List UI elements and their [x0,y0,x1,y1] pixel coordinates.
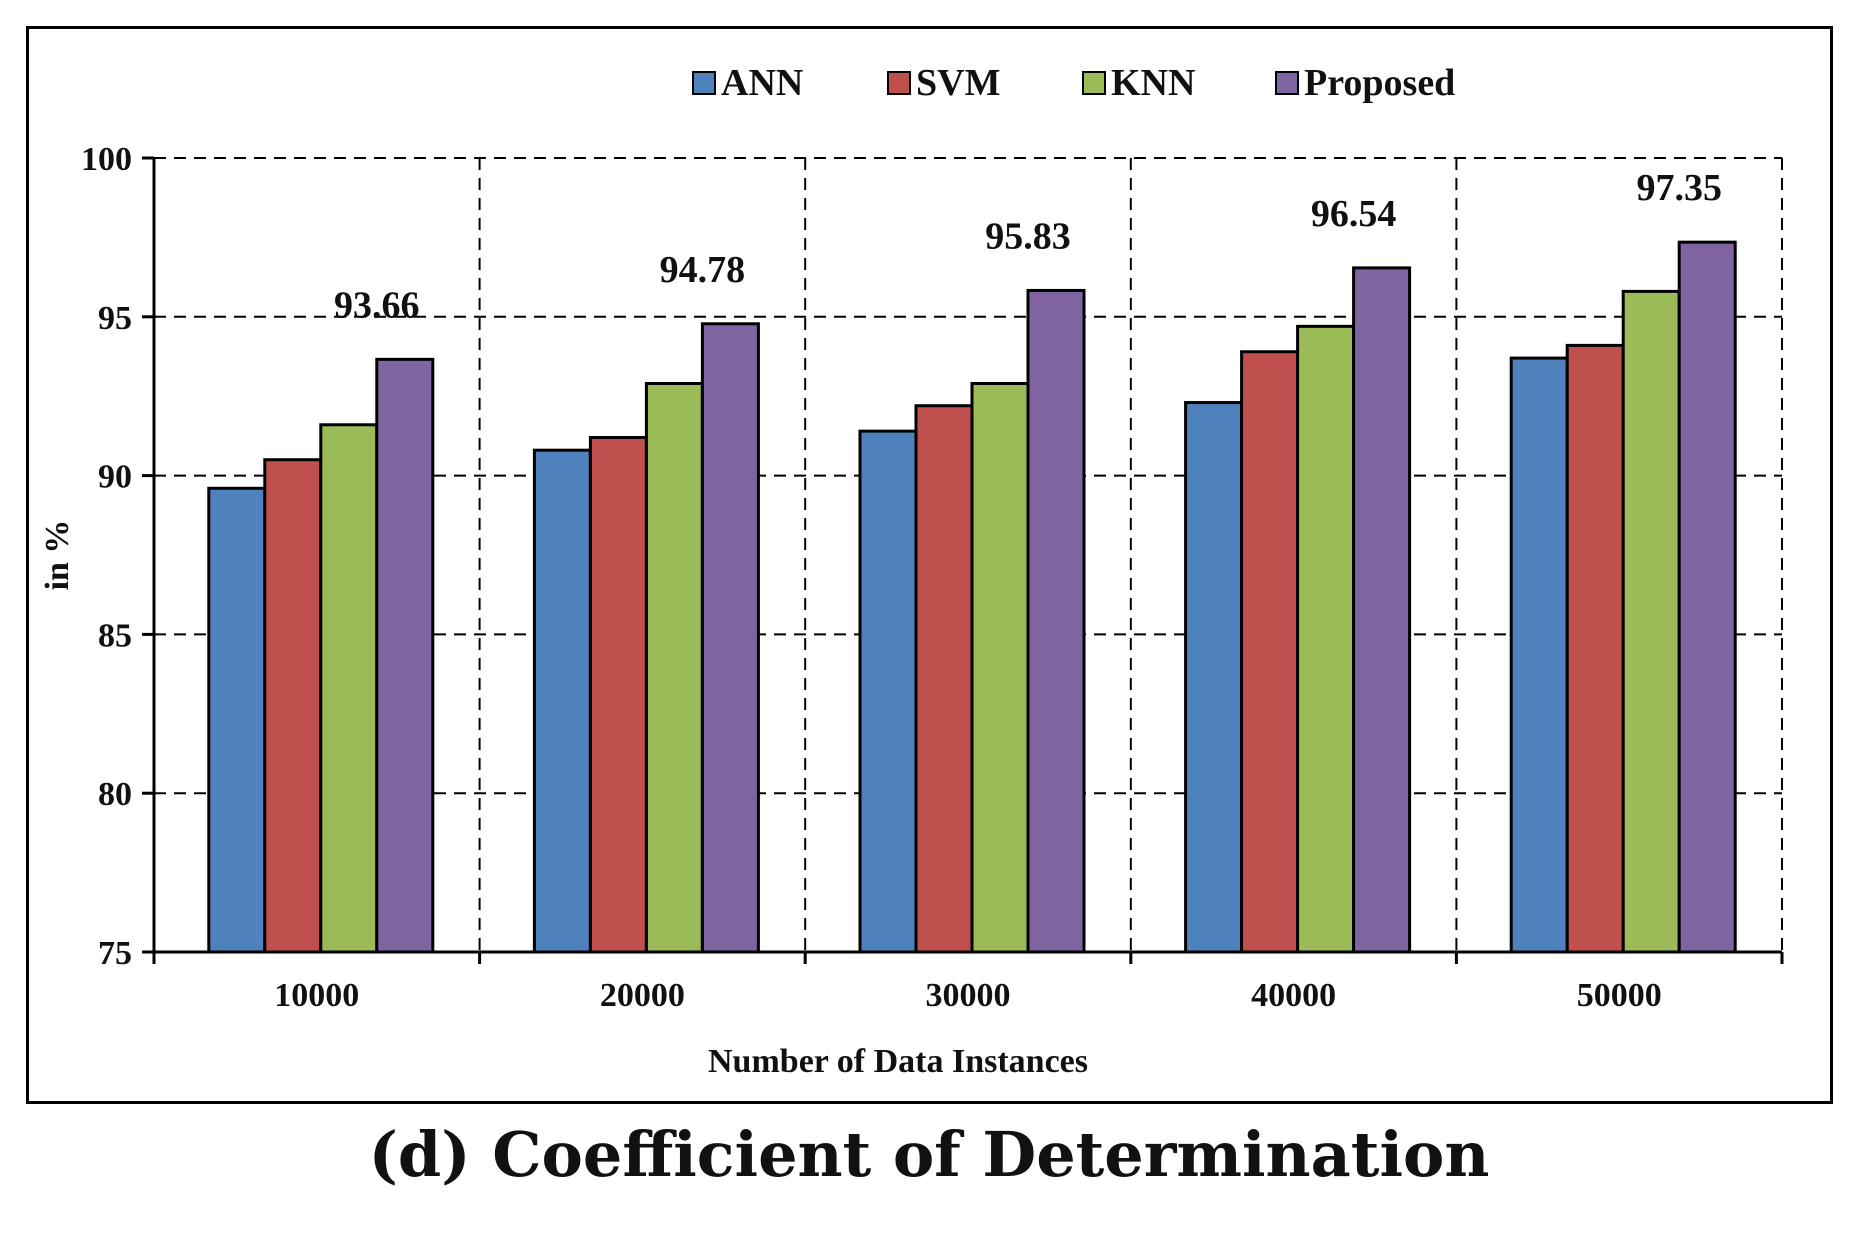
bar-proposed-50000 [1677,240,1737,954]
bar-knn-10000 [319,423,379,954]
data-label-20000: 94.78 [660,249,746,291]
bar-knn-50000 [1621,289,1681,954]
legend-label-ann: ANN [721,62,803,104]
y-tick-label: 100 [81,141,132,178]
y-tick-label: 80 [98,776,132,813]
data-label-10000: 93.66 [334,284,420,326]
bar-svm-40000 [1240,350,1300,954]
caption-text: Coefficient of Determination [492,1118,1490,1191]
bar-svm-50000 [1565,343,1625,954]
x-tick-label: 10000 [274,977,359,1014]
y-tick-label: 90 [98,459,132,496]
bar-knn-30000 [970,381,1030,954]
legend-swatch-ann [692,71,716,95]
x-tick-label: 40000 [1251,977,1336,1014]
bar-svm-20000 [588,435,648,954]
x-tick-label: 50000 [1577,977,1662,1014]
bar-proposed-20000 [700,322,760,954]
bar-proposed-30000 [1026,288,1086,954]
bar-ann-50000 [1509,356,1569,954]
x-tick-label: 30000 [926,977,1011,1014]
data-label-50000: 97.35 [1636,167,1722,209]
bar-ann-10000 [207,486,267,954]
legend-label-svm: SVM [916,62,1000,104]
data-label-30000: 95.83 [985,215,1071,257]
data-label-40000: 96.54 [1311,193,1397,235]
bar-ann-40000 [1184,401,1244,954]
figure-caption: (d) Coefficient of Determination [0,1118,1858,1191]
bar-ann-30000 [858,429,918,954]
bar-svm-10000 [263,458,323,954]
bar-knn-40000 [1296,324,1356,954]
caption-label: (d) [368,1118,471,1191]
bar-ann-20000 [532,448,592,954]
legend-label-proposed: Proposed [1304,62,1455,104]
y-tick-label: 95 [98,300,132,337]
x-axis-title: Number of Data Instances [708,1043,1088,1080]
y-axis-title: in % [39,520,76,591]
y-tick-label: 85 [98,617,132,654]
legend-label-knn: KNN [1111,62,1195,104]
y-tick-label: 75 [98,935,132,972]
bar-proposed-40000 [1352,266,1412,954]
legend-swatch-svm [887,71,911,95]
legend-swatch-knn [1082,71,1106,95]
bar-svm-30000 [914,404,974,954]
bar-knn-20000 [644,381,704,954]
x-tick-label: 20000 [600,977,685,1014]
legend-swatch-proposed [1275,71,1299,95]
bar-chart: 93.66 94.78 95.83 96.54 97.35 75 80 85 90 95 100 10… [39,62,1784,1080]
bar-proposed-10000 [375,357,435,954]
